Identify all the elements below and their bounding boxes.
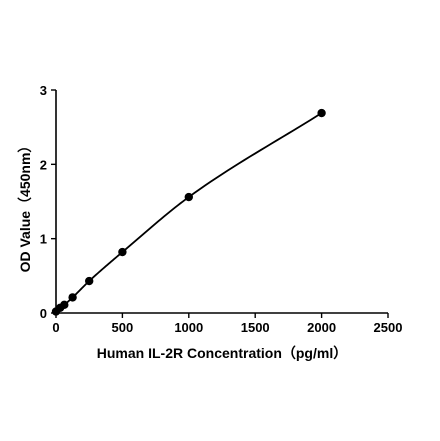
data-point	[184, 192, 193, 202]
y-axis-title: OD Value（450nm）	[17, 139, 33, 273]
data-point	[68, 293, 77, 302]
fit-curve-line	[55, 112, 323, 313]
data-point	[317, 108, 326, 118]
x-tick-label: 2000	[307, 320, 336, 335]
x-tick-label: 0	[52, 320, 59, 335]
x-tick-label: 2500	[374, 320, 403, 335]
y-axis-ticks: 0 1 2 3	[40, 83, 56, 321]
x-axis-ticks: 0 500 1000 1500 2000 2500	[52, 313, 402, 335]
x-tick-label: 1000	[174, 320, 203, 335]
axes	[55, 90, 388, 314]
x-axis-title: Human IL-2R Concentration（pg/ml）	[97, 345, 347, 361]
x-tick-label: 500	[112, 320, 134, 335]
y-tick-label: 1	[40, 232, 47, 247]
y-tick-label: 2	[40, 157, 47, 172]
y-tick-label: 0	[40, 306, 47, 321]
y-tick-label: 3	[40, 83, 47, 98]
data-point	[118, 247, 127, 257]
data-points	[51, 108, 326, 316]
data-point	[85, 276, 94, 286]
x-tick-label: 1500	[241, 320, 270, 335]
data-point	[60, 300, 69, 310]
